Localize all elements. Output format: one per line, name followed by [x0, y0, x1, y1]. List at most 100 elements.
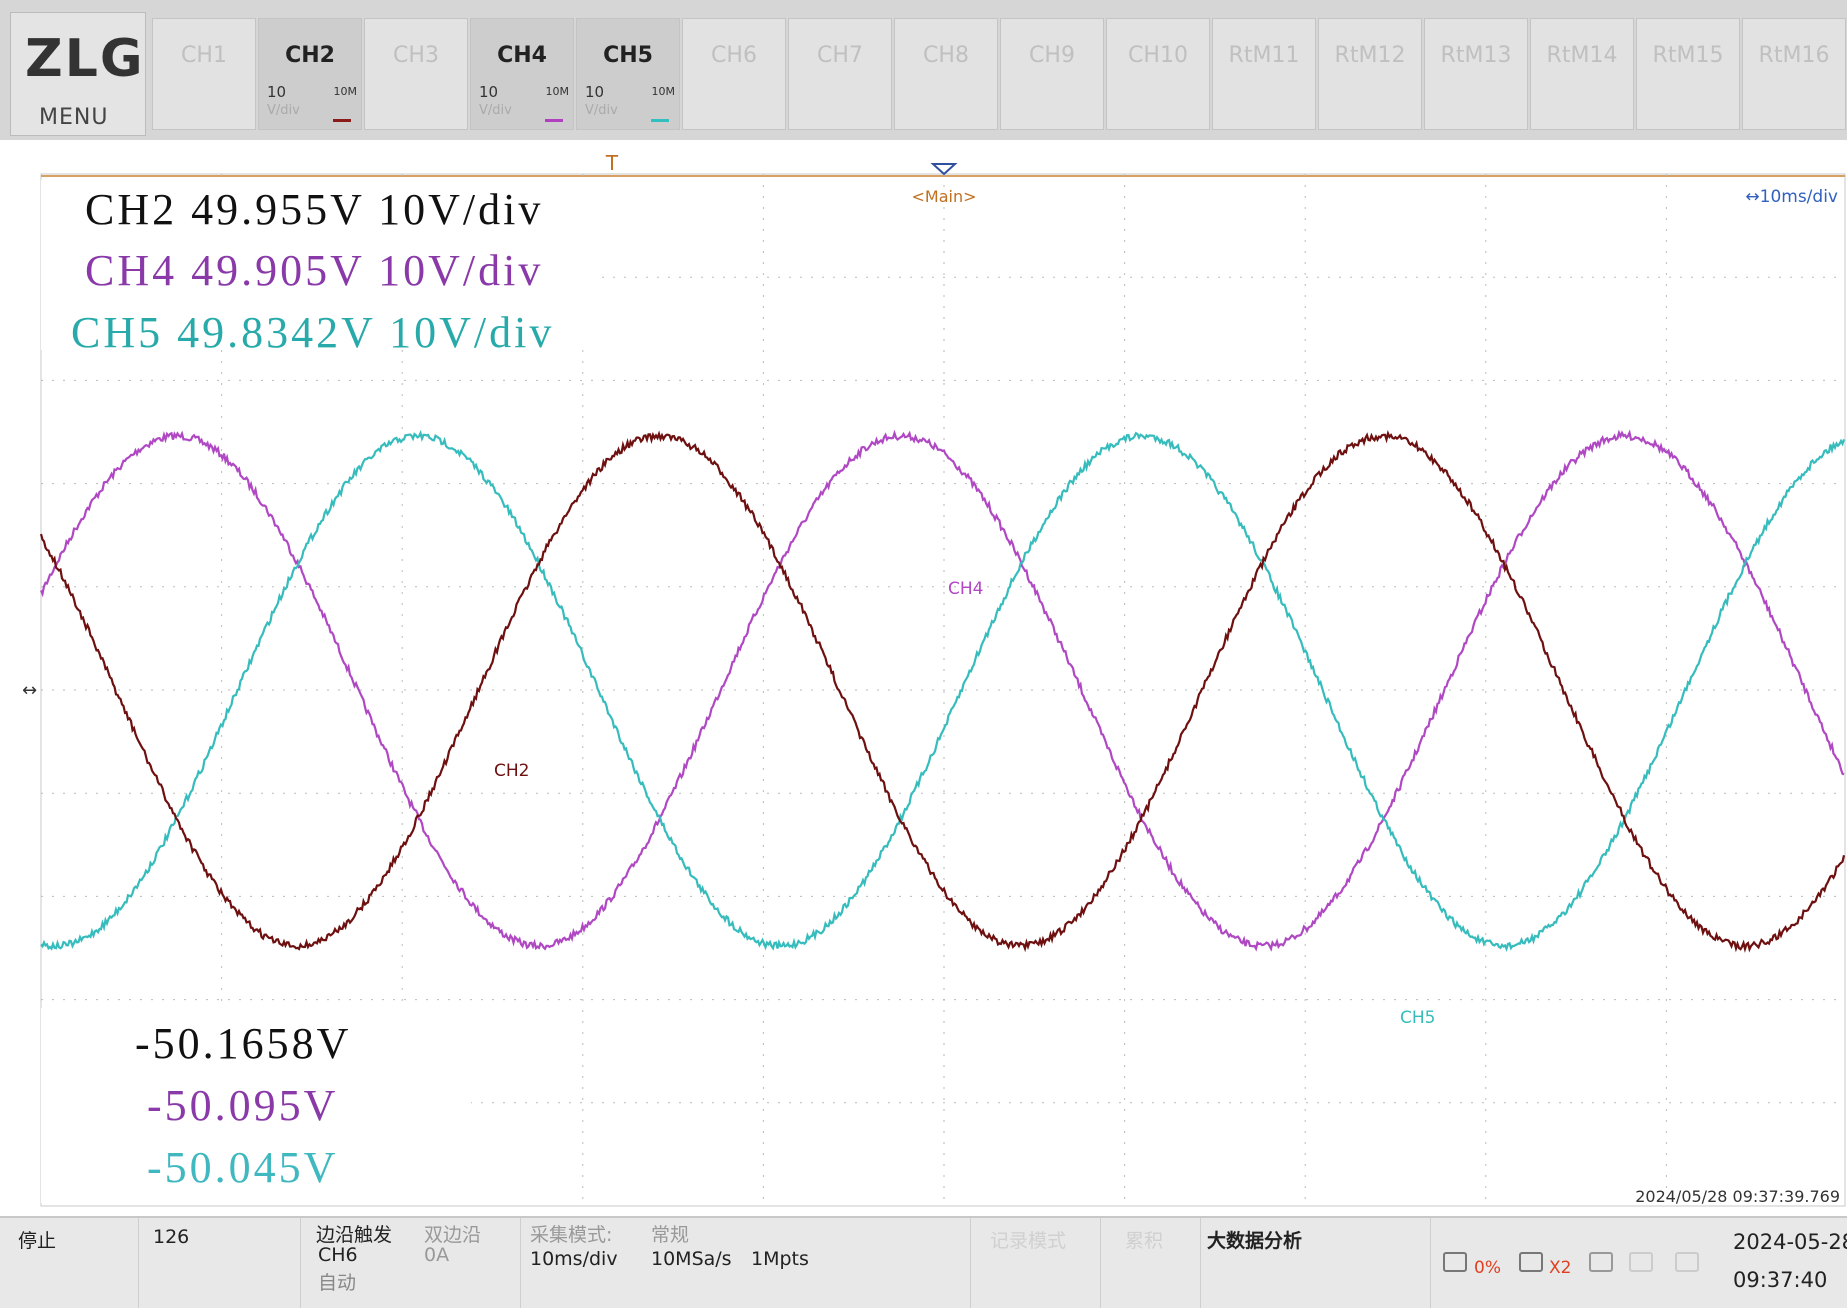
separator [970, 1218, 971, 1308]
status-depth: 1Mpts [751, 1248, 809, 1270]
status-accumulate: 累积 [1125, 1230, 1164, 1252]
trigger-marker: T [605, 151, 619, 175]
channel-label: CH5 [603, 43, 653, 68]
channel-button[interactable]: RtM14 [1530, 18, 1634, 130]
channel-color [651, 119, 669, 122]
channel-label: CH10 [1128, 43, 1188, 68]
channel-button[interactable]: CH4 10 10M V/div [470, 18, 574, 130]
trigger-position [930, 163, 958, 176]
channel-bandwidth: 10M [651, 85, 676, 98]
status-sample-rate: 10MSa/s [651, 1248, 732, 1270]
channel-bandwidth: 10M [545, 85, 570, 98]
channel-label: CH6 [711, 43, 757, 68]
traces: CH4 CH5 CH2 [39, 429, 1846, 1028]
channel-button[interactable]: CH8 [894, 18, 998, 130]
status-state[interactable]: 停止 [18, 1230, 57, 1252]
channel-unit: V/div [267, 103, 300, 118]
ground-marker: ↔ [22, 680, 37, 701]
channel-unit: V/div [585, 103, 618, 118]
status-count: 126 [153, 1226, 190, 1248]
channel-label: RtM13 [1440, 43, 1512, 68]
channel-bandwidth: 10M [333, 85, 358, 98]
status-level: 0A [424, 1244, 450, 1266]
waveform [39, 429, 1845, 952]
status-date: 2024-05-28 [1733, 1230, 1847, 1254]
channel-button[interactable]: RtM15 [1636, 18, 1740, 130]
channel-button[interactable]: RtM16 [1742, 18, 1846, 130]
separator [1430, 1218, 1431, 1308]
status-trigger-source: CH6 [318, 1244, 358, 1266]
readout-background [41, 1008, 471, 1203]
channel-button[interactable]: RtM13 [1424, 18, 1528, 130]
channel-button[interactable]: CH6 [682, 18, 786, 130]
max-readout: CH4 49.905V 10V/div [85, 246, 543, 295]
channel-button[interactable]: RtM12 [1318, 18, 1422, 130]
channel-scale: 10 [479, 83, 499, 101]
min-readout: -50.045V [147, 1143, 338, 1192]
channel-scale: 10 [267, 83, 287, 101]
channel-label: CH4 [497, 43, 547, 68]
status-big-data[interactable]: 大数据分析 [1207, 1230, 1303, 1252]
channel-button[interactable]: CH3 [364, 18, 468, 130]
status-cpu: 0% [1474, 1258, 1501, 1278]
status-bar: 停止 126 边沿触发 CH6 自动 双边沿 0A 采集模式: 10ms/div 常规 10MSa/… [0, 1216, 1847, 1308]
trace-label: CH5 [1400, 1008, 1435, 1028]
status-acq-label: 采集模式: [530, 1224, 613, 1246]
channel-color [333, 119, 351, 122]
status-icon [1519, 1252, 1543, 1272]
channel-label: CH7 [817, 43, 863, 68]
channel-label: RtM16 [1758, 43, 1830, 68]
channel-color [545, 119, 563, 122]
trace-label: CH4 [948, 579, 983, 599]
channel-label: RtM12 [1334, 43, 1406, 68]
channel-button[interactable]: CH5 10 10M V/div [576, 18, 680, 130]
channel-label: RtM11 [1228, 43, 1300, 68]
status-zoom: X2 [1549, 1258, 1572, 1278]
channel-bar: ZLG MENU CH1 CH2 10 10M V/div CH3 CH4 10 10M V/di… [0, 0, 1847, 140]
max-readout: CH2 49.955V 10V/div [85, 185, 543, 234]
max-readout: CH5 49.8342V 10V/div [71, 308, 554, 357]
channel-label: CH8 [923, 43, 969, 68]
min-readout: -50.1658V [135, 1019, 351, 1068]
menu-label: MENU [39, 105, 109, 130]
status-acq-timebase: 10ms/div [530, 1248, 618, 1270]
readouts: CH2 49.955V 10V/div CH4 49.905V 10V/div CH… [71, 185, 554, 1192]
timestamp: 2024/05/28 09:37:39.769 [1635, 1187, 1840, 1206]
waveform-display: CH4 CH5 CH2 T <Main> ↔10ms/div ↔ 2024/05/2… [22, 151, 1846, 1207]
separator [1100, 1218, 1101, 1308]
channel-label: CH1 [181, 43, 227, 68]
channel-button[interactable]: RtM11 [1212, 18, 1316, 130]
status-trigger-mode: 自动 [318, 1272, 357, 1294]
menu-button[interactable]: ZLG MENU [10, 12, 146, 136]
status-time: 09:37:40 [1733, 1268, 1828, 1292]
timebase: ↔10ms/div [1745, 187, 1838, 207]
separator [138, 1218, 139, 1308]
separator [300, 1218, 301, 1308]
status-edge: 双边沿 [424, 1224, 482, 1246]
channel-button[interactable]: CH1 [152, 18, 256, 130]
status-icon [1443, 1252, 1467, 1272]
channel-button[interactable]: CH2 10 10M V/div [258, 18, 362, 130]
channel-label: CH2 [285, 43, 335, 68]
min-readout: -50.095V [147, 1081, 338, 1130]
channel-label: CH3 [393, 43, 439, 68]
status-acq-mode: 常规 [651, 1224, 690, 1246]
status-record-mode: 记录模式 [990, 1230, 1067, 1252]
waveform [40, 429, 1846, 952]
brand-logo: ZLG [25, 29, 145, 89]
channel-unit: V/div [479, 103, 512, 118]
channel-scale: 10 [585, 83, 605, 101]
channel-button[interactable]: CH10 [1106, 18, 1210, 130]
status-trigger-type: 边沿触发 [316, 1224, 393, 1246]
channel-label: CH9 [1029, 43, 1075, 68]
waveform [39, 429, 1846, 953]
separator [520, 1218, 521, 1308]
channel-button[interactable]: CH9 [1000, 18, 1104, 130]
channel-label: RtM15 [1652, 43, 1724, 68]
channel-button[interactable]: CH7 [788, 18, 892, 130]
timebase-ref: <Main> [911, 187, 976, 206]
readout-background [41, 180, 601, 350]
status-icon [1675, 1252, 1699, 1272]
channel-label: RtM14 [1546, 43, 1618, 68]
